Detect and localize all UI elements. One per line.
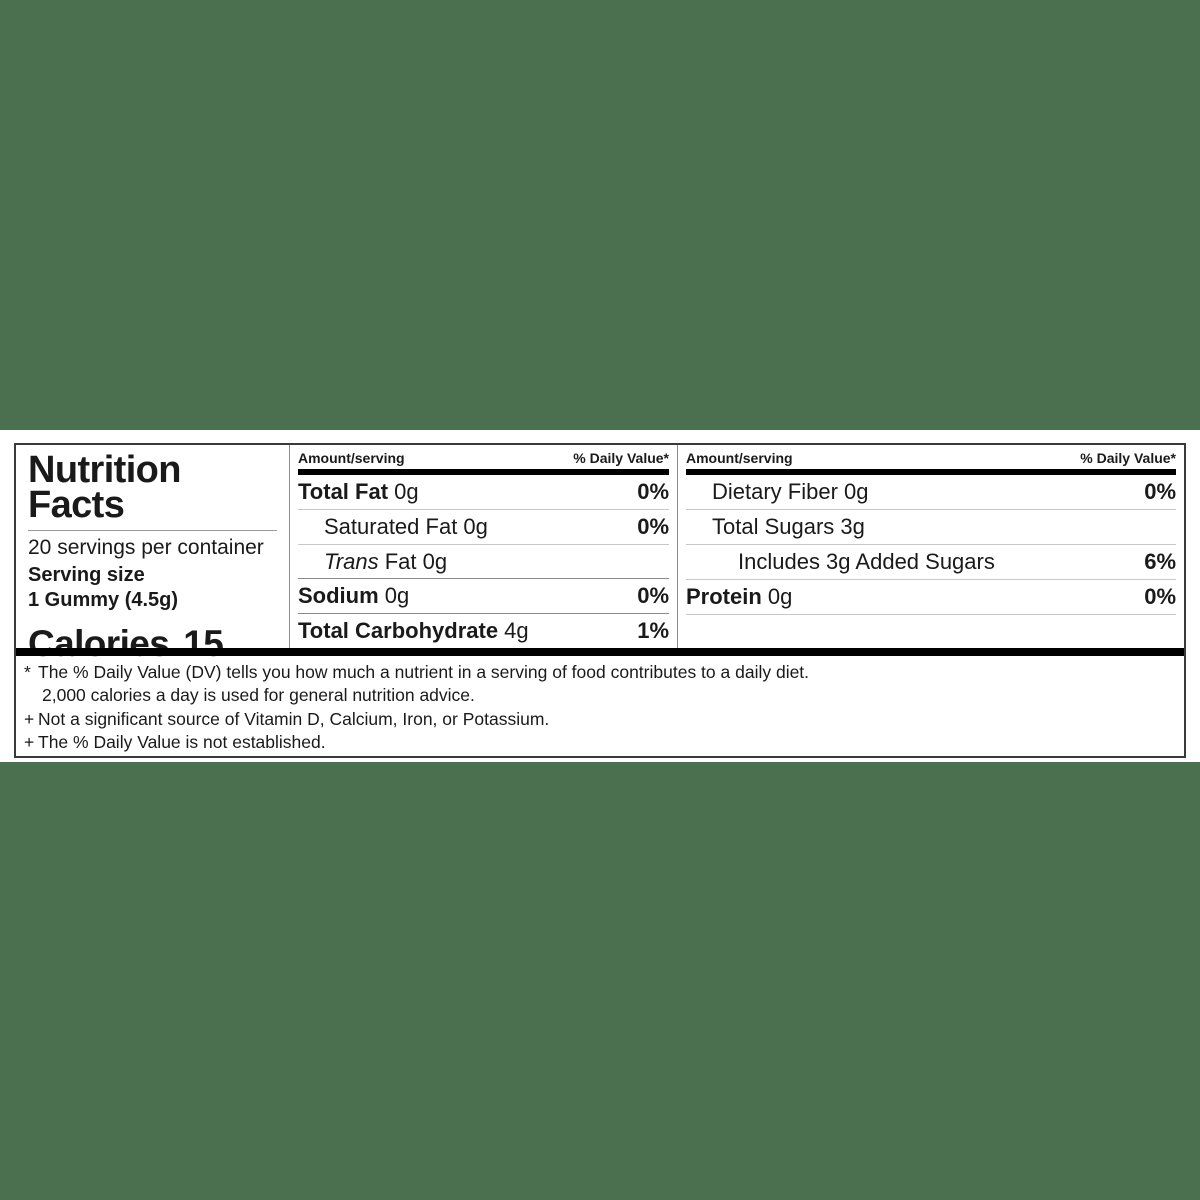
nutrient-name-sodium: Sodium 0g	[298, 583, 410, 609]
nutrient-dv-saturated-fat: 0%	[637, 513, 669, 539]
column-header-bar-secondary	[686, 469, 1176, 475]
nutrient-name-total-fat: Total Fat 0g	[298, 478, 419, 504]
nutrient-row-sodium: Sodium 0g 0%	[298, 579, 669, 615]
footnote-mark-asterisk: *	[24, 662, 31, 682]
nutrient-name-added-sugars: Includes 3g Added Sugars	[738, 549, 995, 574]
daily-value-header-secondary: % Daily Value*	[1080, 450, 1176, 466]
column-header-bar-primary	[298, 469, 669, 475]
footnote-text-daily-value: The % Daily Value (DV) tells you how muc…	[38, 662, 810, 706]
nutrient-row-total-fat: Total Fat 0g 0%	[298, 475, 669, 510]
nutrient-name-saturated-fat: Saturated Fat 0g	[324, 513, 488, 539]
nutrient-name-dietary-fiber: Dietary Fiber 0g	[712, 479, 869, 504]
footnote-daily-value: * The % Daily Value (DV) tells you how m…	[24, 661, 1174, 708]
nutrient-row-protein: Protein 0g 0%	[686, 580, 1176, 615]
footnote-mark-plus-2: +	[24, 731, 35, 752]
nutrient-column-secondary: Amount/serving % Daily Value* Dietary Fi…	[678, 445, 1184, 648]
nutrient-row-saturated-fat: Saturated Fat 0g 0%	[298, 510, 669, 545]
nutrient-row-trans-fat: Trans Fat 0g	[298, 545, 669, 580]
amount-per-serving-header-secondary: Amount/serving	[686, 450, 793, 466]
calories-label: Calories	[28, 623, 170, 665]
nutrition-title-column: Nutrition Facts 20 servings per containe…	[16, 445, 290, 664]
nutrient-dv-total-fat: 0%	[637, 478, 669, 504]
serving-size-value: 1 Gummy (4.5g)	[28, 589, 179, 612]
serving-size-label: Serving size	[28, 564, 145, 587]
nutrient-row-added-sugars: Includes 3g Added Sugars 6%	[686, 545, 1176, 580]
nutrient-columns: Amount/serving % Daily Value* Total Fat …	[290, 445, 1184, 648]
nutrient-row-dietary-fiber: Dietary Fiber 0g 0%	[686, 475, 1176, 510]
footnote-separator-bar	[16, 648, 1184, 656]
footnote-not-significant-source: + Not a significant source of Vitamin D,…	[24, 708, 1174, 731]
title-divider	[28, 529, 277, 531]
amount-per-serving-header: Amount/serving	[298, 450, 405, 466]
nutrient-dv-total-carbohydrate: 1%	[637, 618, 669, 644]
nutrient-dv-sodium: 0%	[637, 583, 669, 609]
nutrient-dv-dietary-fiber: 0%	[1144, 479, 1176, 504]
nutrient-name-total-sugars: Total Sugars 3g	[712, 514, 865, 539]
nutrient-dv-protein: 0%	[1144, 584, 1176, 609]
nutrient-name-protein: Protein 0g	[686, 584, 793, 609]
title-line-nutrition: Nutrition	[28, 449, 181, 491]
column-header-primary: Amount/serving % Daily Value*	[298, 445, 669, 469]
nutrition-upper-section: Nutrition Facts 20 servings per containe…	[16, 445, 1184, 664]
calories-row: Calories 15	[28, 620, 277, 665]
nutrition-facts-title: Nutrition Facts	[28, 449, 277, 526]
servings-per-container: 20 servings per container	[28, 535, 264, 559]
nutrient-name-trans-fat: Trans Fat 0g	[324, 548, 448, 574]
nutrient-row-empty	[686, 615, 1176, 648]
footnote-text-dv-not-established: The % Daily Value is not established.	[38, 731, 326, 752]
footnote-dv-not-established: + The % Daily Value is not established.	[24, 731, 1174, 754]
nutrient-row-total-carbohydrate: Total Carbohydrate 4g 1%	[298, 614, 669, 648]
nutrition-facts-panel: Nutrition Facts 20 servings per containe…	[14, 443, 1186, 758]
footnote-text-not-significant-source: Not a significant source of Vitamin D, C…	[38, 708, 550, 729]
title-line-facts: Facts	[28, 483, 125, 526]
nutrient-dv-added-sugars: 6%	[1144, 549, 1176, 574]
nutrient-row-total-sugars: Total Sugars 3g	[686, 510, 1176, 545]
nutrient-name-total-carbohydrate: Total Carbohydrate 4g	[298, 618, 529, 644]
daily-value-header: % Daily Value*	[573, 450, 669, 466]
calories-value: 15	[183, 623, 224, 665]
footnote-section: * The % Daily Value (DV) tells you how m…	[16, 656, 1184, 756]
column-header-secondary: Amount/serving % Daily Value*	[686, 445, 1176, 469]
footnote-mark-plus-1: +	[24, 708, 35, 729]
nutrient-column-primary: Amount/serving % Daily Value* Total Fat …	[290, 445, 678, 648]
